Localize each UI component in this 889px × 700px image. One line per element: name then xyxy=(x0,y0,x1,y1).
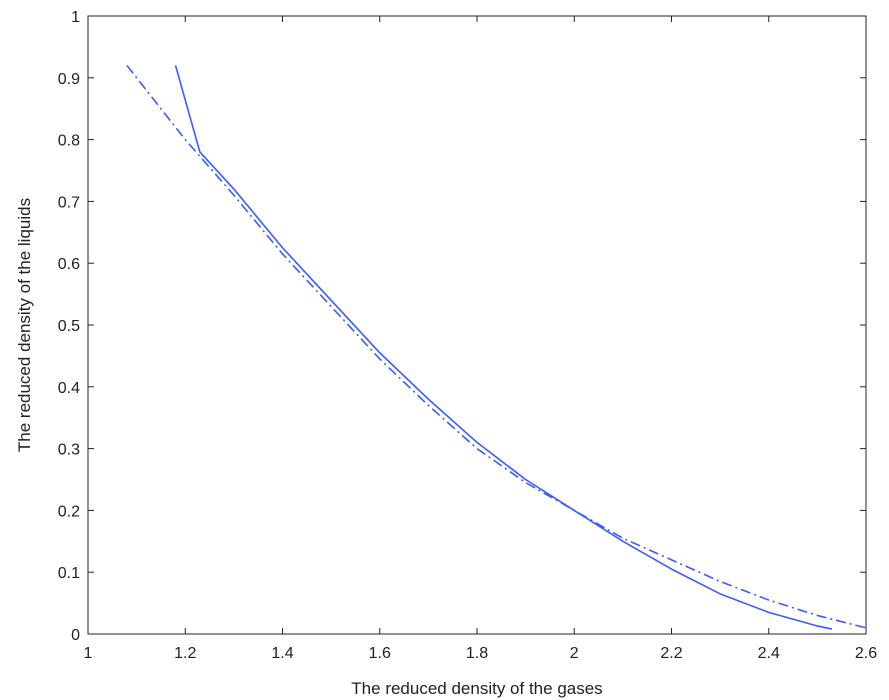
y-tick-label: 0.1 xyxy=(58,565,80,582)
x-tick-label: 1.2 xyxy=(174,645,196,662)
x-tick-label: 2 xyxy=(570,645,579,662)
y-tick-label: 0.5 xyxy=(58,318,80,335)
y-tick-label: 0.3 xyxy=(58,442,80,459)
x-tick-label: 1.8 xyxy=(466,645,488,662)
series-line-dashdot xyxy=(126,64,867,629)
y-tick-label: 0.6 xyxy=(58,256,80,273)
y-tick-label: 0.2 xyxy=(58,503,80,520)
y-axis-label: The reduced density of the liquids xyxy=(15,198,34,452)
x-tick-label: 1 xyxy=(84,645,93,662)
series-line-solid xyxy=(174,65,833,630)
plot-area xyxy=(88,16,866,634)
y-tick-label: 0.9 xyxy=(58,71,80,88)
x-tick-label: 1.6 xyxy=(369,645,391,662)
ticks-layer: 1 1.2 1.4 1.6 1.8 2 2.2 2.4 2.6 0 0.1 0.2 0.3 0.4 0.5 0… xyxy=(58,9,877,662)
y-tick-label: 0.4 xyxy=(58,380,80,397)
y-tick-label: 0.8 xyxy=(58,133,80,150)
x-tick-label: 2.6 xyxy=(855,645,877,662)
x-tick-label: 2.4 xyxy=(758,645,780,662)
series-layer xyxy=(126,64,867,630)
y-tick-label: 0 xyxy=(71,627,80,644)
x-tick-label: 1.4 xyxy=(271,645,293,662)
y-tick-label: 1 xyxy=(71,9,80,26)
y-tick-label: 0.7 xyxy=(58,194,80,211)
x-tick-label: 2.2 xyxy=(660,645,682,662)
x-axis-label: The reduced density of the gases xyxy=(351,679,602,698)
